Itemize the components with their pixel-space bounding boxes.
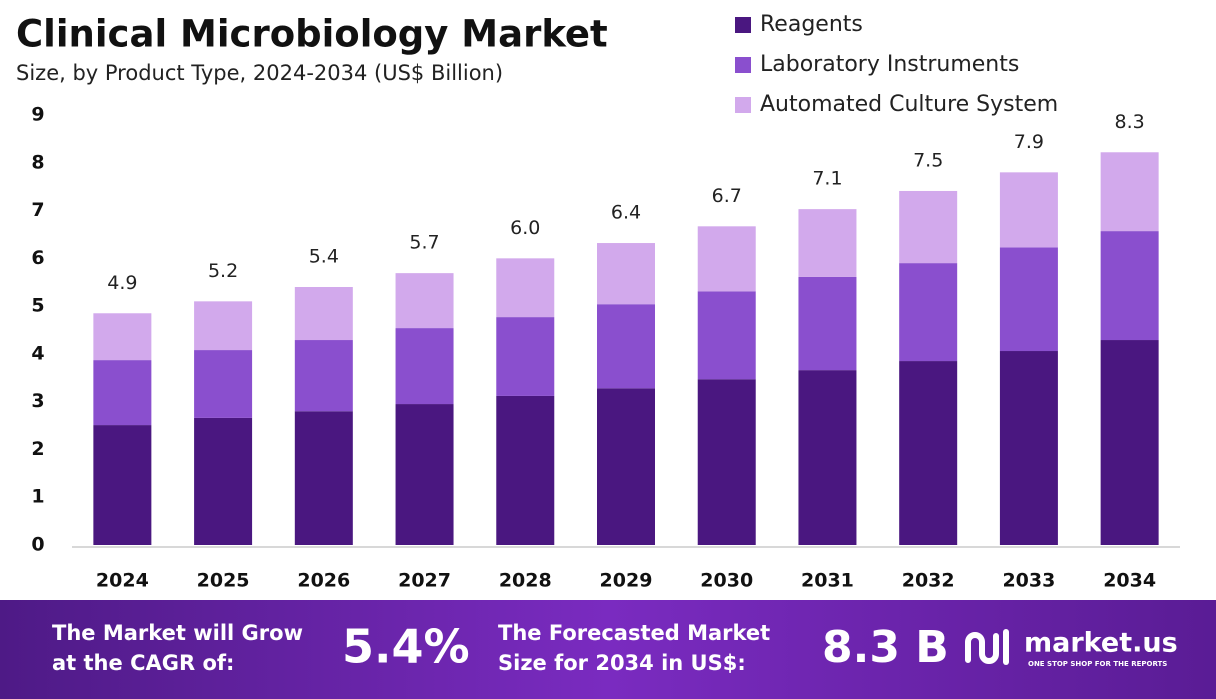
total-label: 4.9: [107, 272, 137, 294]
bar-segment: [194, 350, 253, 418]
bar-segment: [294, 287, 353, 341]
bar-segment: [999, 351, 1058, 545]
legend-label: Laboratory Instruments: [760, 52, 1019, 77]
bar-segment: [798, 209, 857, 277]
x-tick-label: 2025: [197, 570, 250, 592]
bar-segment: [597, 243, 655, 305]
bar-segment: [93, 360, 152, 426]
bar-segment: [496, 395, 555, 545]
total-label: 6.7: [712, 185, 742, 207]
bar-segment: [194, 417, 253, 545]
x-tick-label: 2028: [499, 570, 552, 592]
bar-segment: [999, 172, 1058, 248]
bar-segment: [395, 404, 454, 545]
y-tick-label: 0: [31, 534, 44, 556]
bar-segment: [697, 291, 756, 380]
bar-segment: [899, 361, 958, 545]
legend: Reagents Laboratory Instruments Automated …: [735, 12, 1058, 117]
legend-label: Automated Culture System: [760, 92, 1058, 117]
y-tick-label: 2: [31, 438, 44, 460]
x-tick-label: 2033: [1002, 570, 1055, 592]
total-label: 6.0: [510, 217, 540, 239]
bar-segment: [798, 276, 857, 371]
x-tick-label: 2026: [297, 570, 350, 592]
cagr-label: at the CAGR of:: [52, 651, 234, 675]
chart-subtitle: Size, by Product Type, 2024-2034 (US$ Bi…: [16, 61, 503, 85]
x-tick-label: 2032: [902, 570, 955, 592]
bar-segment: [1100, 231, 1159, 341]
x-tick-label: 2024: [96, 570, 149, 592]
y-tick-label: 1: [31, 486, 44, 508]
bar-segment: [93, 425, 152, 545]
total-label: 5.7: [409, 232, 439, 254]
forecast-label: The Forecasted Market: [498, 621, 770, 645]
bar-segment: [294, 340, 353, 412]
brand: market.us: [1024, 628, 1178, 659]
banner: [0, 600, 1216, 699]
forecast-label: Size for 2034 in US$:: [498, 651, 746, 675]
forecast-value: 8.3 B: [822, 622, 949, 673]
bar-segment: [1100, 152, 1159, 232]
bar-segment: [999, 247, 1058, 352]
x-tick-label: 2029: [600, 570, 653, 592]
y-tick-label: 3: [31, 390, 44, 412]
y-tick-label: 5: [31, 295, 44, 317]
bar-segment: [496, 258, 555, 318]
total-label: 7.5: [913, 149, 943, 171]
total-label: 8.3: [1115, 111, 1145, 133]
y-tick-label: 8: [31, 151, 44, 173]
x-tick-label: 2034: [1103, 570, 1156, 592]
bar-segment: [798, 370, 857, 545]
tagline: ONE STOP SHOP FOR THE REPORTS: [1028, 660, 1167, 668]
bar-segment: [899, 190, 958, 264]
legend-label: Reagents: [760, 12, 863, 37]
bar-segment: [597, 304, 655, 389]
chart-title: Clinical Microbiology Market: [16, 13, 608, 56]
logo-icon: [965, 629, 1009, 665]
x-tick-label: 2030: [700, 570, 753, 592]
bar-segment: [597, 388, 655, 545]
bar-segment: [395, 273, 454, 329]
total-label: 6.4: [611, 202, 641, 224]
bar-segment: [496, 317, 555, 396]
legend-swatch: [735, 97, 751, 113]
cagr-value: 5.4%: [342, 620, 470, 674]
bar-segment: [93, 313, 152, 361]
legend-swatch: [735, 57, 751, 73]
y-tick-label: 4: [31, 342, 44, 364]
total-label: 7.1: [812, 168, 842, 190]
total-label: 7.9: [1014, 131, 1044, 153]
cagr-label: The Market will Grow: [52, 621, 303, 645]
bar-segment: [697, 379, 756, 545]
bar-segment: [194, 301, 253, 351]
y-tick-label: 6: [31, 247, 44, 269]
y-tick-label: 9: [31, 104, 44, 126]
total-label: 5.2: [208, 260, 238, 282]
bar-segment: [294, 411, 353, 545]
x-tick-label: 2031: [801, 570, 854, 592]
bar-segment: [899, 263, 958, 362]
legend-swatch: [735, 17, 751, 33]
plot: 0 1 2 3 4 5 6 7 8 9 4.9 2024 5.2 2025 5.4 2026 5.7 2027 6.…: [31, 104, 1180, 592]
bar-segment: [1100, 340, 1159, 545]
y-tick-label: 7: [31, 199, 44, 221]
bar-segment: [697, 226, 756, 292]
total-label: 5.4: [309, 246, 339, 268]
bar-segment: [395, 328, 454, 405]
x-tick-label: 2027: [398, 570, 451, 592]
